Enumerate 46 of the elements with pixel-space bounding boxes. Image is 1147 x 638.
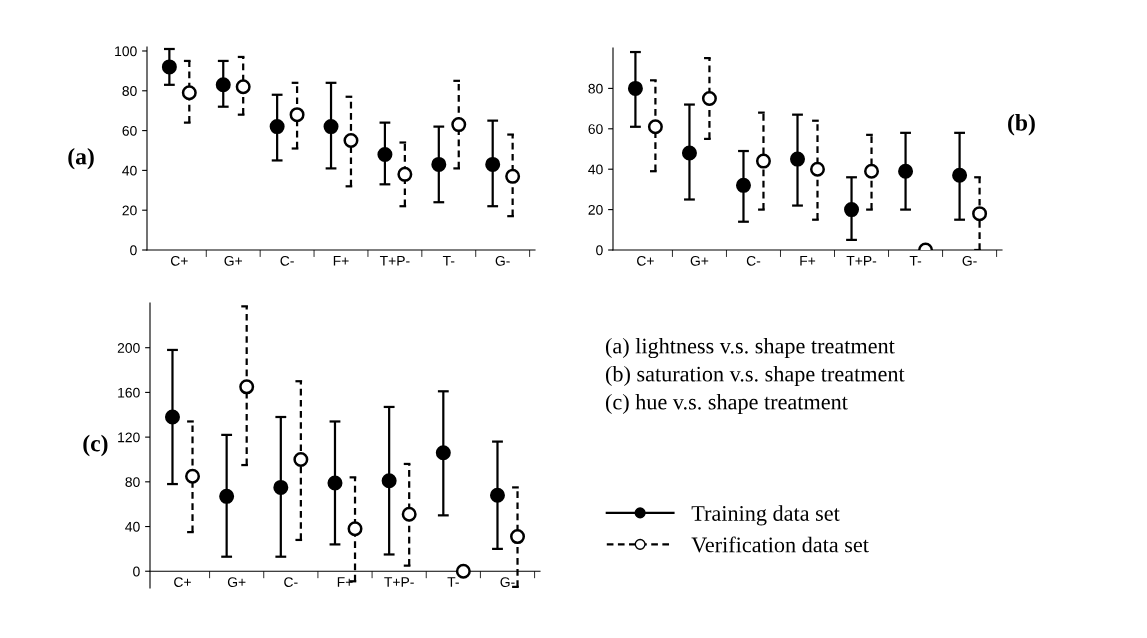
y-tick-label: 80 — [122, 86, 137, 96]
y-tick-label: 120 — [118, 432, 140, 443]
legend-label: Training data set — [691, 505, 840, 526]
y-tick-label: 20 — [588, 204, 603, 215]
legend-label: Verification data set — [691, 536, 869, 553]
text: (a) lightness v.s. shape treatment — [605, 337, 895, 359]
y-tick-label: 200 — [117, 343, 140, 353]
x-tick-label: C- — [280, 255, 294, 266]
x-tick-label: T- — [442, 256, 455, 266]
text: (a) — [68, 147, 94, 170]
x-tick-label: G- — [962, 255, 977, 266]
x-tick-label: G- — [495, 255, 510, 266]
text: (c) hue v.s. shape treatment — [605, 393, 848, 415]
text: (b) — [1008, 114, 1035, 136]
y-tick-label: 20 — [122, 205, 137, 216]
y-tick-label: 0 — [130, 245, 137, 256]
y-tick-label: 60 — [122, 125, 137, 136]
x-tick-label: G+ — [690, 255, 709, 266]
y-tick-label: 80 — [125, 477, 140, 487]
text: (c) — [83, 434, 108, 457]
text: (b) saturation v.s. shape treatment — [605, 365, 905, 387]
x-tick-label: C+ — [170, 255, 188, 266]
x-tick-label: T- — [447, 577, 459, 587]
y-tick-label: 60 — [588, 124, 603, 134]
x-tick-label: T+P- — [846, 256, 877, 266]
x-tick-label: G+ — [227, 577, 246, 587]
x-tick-label: F+ — [333, 256, 349, 266]
y-tick-label: 40 — [588, 164, 603, 175]
x-tick-label: C+ — [637, 255, 654, 266]
x-tick-label: T+P- — [384, 577, 414, 587]
x-tick-label: C- — [746, 255, 761, 266]
x-tick-label: G- — [500, 577, 515, 587]
x-tick-label: G+ — [224, 255, 242, 266]
y-tick-label: 160 — [118, 387, 140, 398]
x-tick-label: T- — [909, 256, 922, 266]
x-tick-label: T+P- — [379, 256, 410, 266]
y-tick-label: 100 — [115, 46, 137, 57]
y-tick-label: 80 — [588, 83, 603, 94]
y-tick-label: 0 — [596, 245, 603, 256]
x-tick-label: C+ — [174, 577, 191, 587]
y-tick-label: 40 — [122, 165, 137, 176]
x-tick-label: F+ — [800, 256, 816, 266]
y-tick-label: 0 — [133, 566, 140, 577]
x-tick-label: C- — [284, 577, 298, 587]
x-tick-label: F+ — [337, 577, 353, 587]
y-tick-label: 40 — [125, 521, 140, 532]
